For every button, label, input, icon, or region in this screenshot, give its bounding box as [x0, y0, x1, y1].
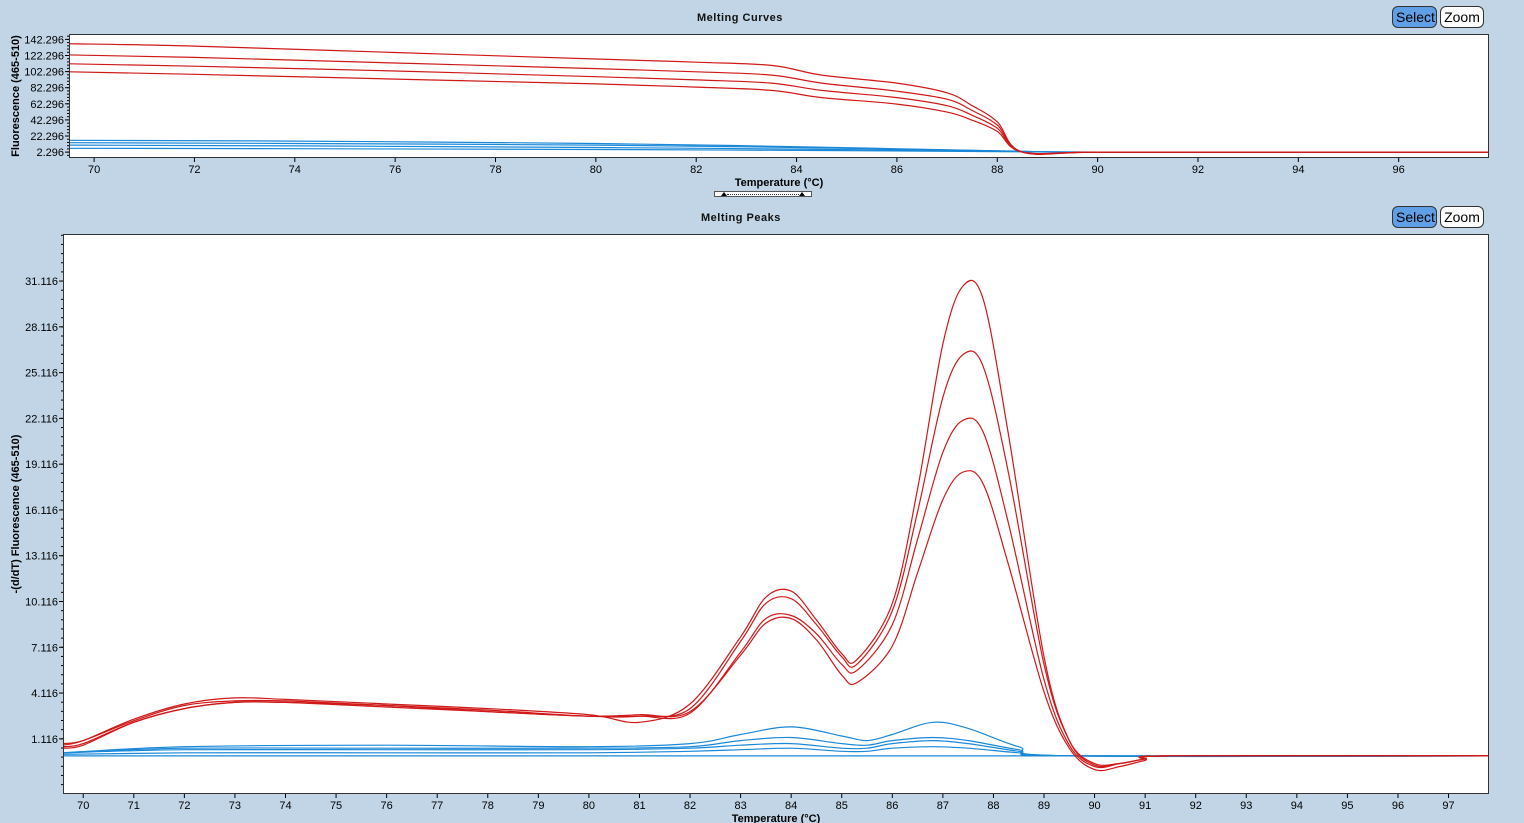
x-tick-label: 93 — [1240, 800, 1252, 812]
x-axis-title: Temperature (°C) — [735, 177, 824, 189]
y-tick-label: 31.116 — [25, 276, 58, 288]
splitter-grip — [727, 194, 799, 195]
x-tick-label: 96 — [1392, 800, 1404, 812]
peaks-zoom-button[interactable]: Zoom — [1440, 206, 1484, 228]
blue-series-line — [64, 746, 1488, 757]
x-tick-label: 80 — [583, 800, 595, 812]
x-tick-label: 81 — [633, 800, 645, 812]
x-tick-label: 76 — [381, 800, 393, 812]
y-tick-label: 7.116 — [31, 642, 58, 654]
x-tick-label: 97 — [1442, 800, 1454, 812]
peaks-select-button[interactable]: Select — [1392, 206, 1437, 228]
x-tick-label: 76 — [389, 164, 401, 176]
x-tick-label: 83 — [734, 800, 746, 812]
x-tick-label: 90 — [1088, 800, 1100, 812]
y-tick-label: 2.296 — [36, 147, 64, 159]
x-tick-label: 75 — [330, 800, 342, 812]
blue-series-line — [64, 721, 1488, 758]
melting-curves-plot-area[interactable] — [69, 34, 1489, 158]
x-tick-label: 82 — [684, 800, 696, 812]
curves-zoom-button[interactable]: Zoom — [1440, 6, 1484, 28]
x-tick-label: 86 — [886, 800, 898, 812]
y-tick-label: 22.116 — [25, 413, 58, 425]
x-tick-label: 89 — [1038, 800, 1050, 812]
x-tick-label: 94 — [1292, 164, 1304, 176]
red-series-line — [64, 350, 1488, 766]
x-tick-label: 79 — [532, 800, 544, 812]
x-tick-label: 92 — [1192, 164, 1204, 176]
x-tick-label: 70 — [88, 164, 100, 176]
x-tick-label: 87 — [937, 800, 949, 812]
x-tick-label: 85 — [836, 800, 848, 812]
red-series-line — [64, 417, 1488, 769]
panel-splitter-handle[interactable] — [714, 191, 812, 197]
y-tick-label: 1.116 — [31, 734, 58, 746]
y-tick-label: 13.116 — [25, 551, 58, 563]
series-group — [70, 43, 1488, 155]
x-tick-label: 91 — [1139, 800, 1151, 812]
x-tick-label: 74 — [279, 800, 291, 812]
y-tick-label: 4.116 — [31, 688, 58, 700]
y-tick-label: 122.296 — [24, 51, 64, 63]
x-tick-label: 95 — [1341, 800, 1353, 812]
x-tick-label: 78 — [489, 164, 501, 176]
x-tick-label: 94 — [1291, 800, 1303, 812]
melting-peaks-title: Melting Peaks — [701, 212, 781, 224]
x-tick-label: 72 — [188, 164, 200, 176]
blue-series-line — [64, 736, 1488, 757]
melting-curves-title: Melting Curves — [697, 12, 783, 24]
splitter-up-icon — [721, 192, 727, 196]
x-tick-label: 72 — [178, 800, 190, 812]
x-tick-label: 82 — [690, 164, 702, 176]
y-axis-title: -(d/dT) Fluorescence (465-510) — [10, 434, 22, 593]
curves-select-button[interactable]: Select — [1392, 6, 1437, 28]
x-tick-label: 86 — [891, 164, 903, 176]
x-tick-label: 84 — [790, 164, 802, 176]
y-tick-label: 22.296 — [30, 131, 64, 143]
x-tick-label: 88 — [991, 164, 1003, 176]
y-tick-label: 25.116 — [25, 368, 58, 380]
x-tick-label: 78 — [482, 800, 494, 812]
x-tick-label: 96 — [1393, 164, 1405, 176]
red-series-line — [64, 470, 1488, 772]
y-tick-label: 62.296 — [30, 99, 64, 111]
y-tick-label: 142.296 — [24, 34, 64, 46]
y-tick-label: 10.116 — [25, 596, 58, 608]
y-tick-label: 42.296 — [30, 115, 64, 127]
y-tick-label: 19.116 — [25, 459, 58, 471]
red-series-line — [70, 71, 1488, 155]
x-axis-title: Temperature (°C) — [732, 813, 821, 823]
x-tick-label: 88 — [987, 800, 999, 812]
red-series-line — [64, 279, 1488, 768]
x-tick-label: 74 — [289, 164, 301, 176]
y-axis-title: Fluorescence (465-510) — [10, 35, 22, 157]
x-tick-label: 80 — [590, 164, 602, 176]
x-tick-label: 77 — [431, 800, 443, 812]
y-tick-label: 16.116 — [25, 505, 58, 517]
series-group — [64, 279, 1488, 772]
x-tick-label: 92 — [1190, 800, 1202, 812]
y-tick-label: 82.296 — [30, 83, 64, 95]
x-tick-label: 84 — [785, 800, 797, 812]
x-tick-label: 90 — [1091, 164, 1103, 176]
splitter-up-icon — [799, 192, 805, 196]
y-tick-label: 102.296 — [24, 67, 64, 79]
x-tick-label: 73 — [229, 800, 241, 812]
x-tick-label: 71 — [128, 800, 140, 812]
x-tick-label: 70 — [77, 800, 89, 812]
y-tick-label: 28.116 — [25, 322, 58, 334]
